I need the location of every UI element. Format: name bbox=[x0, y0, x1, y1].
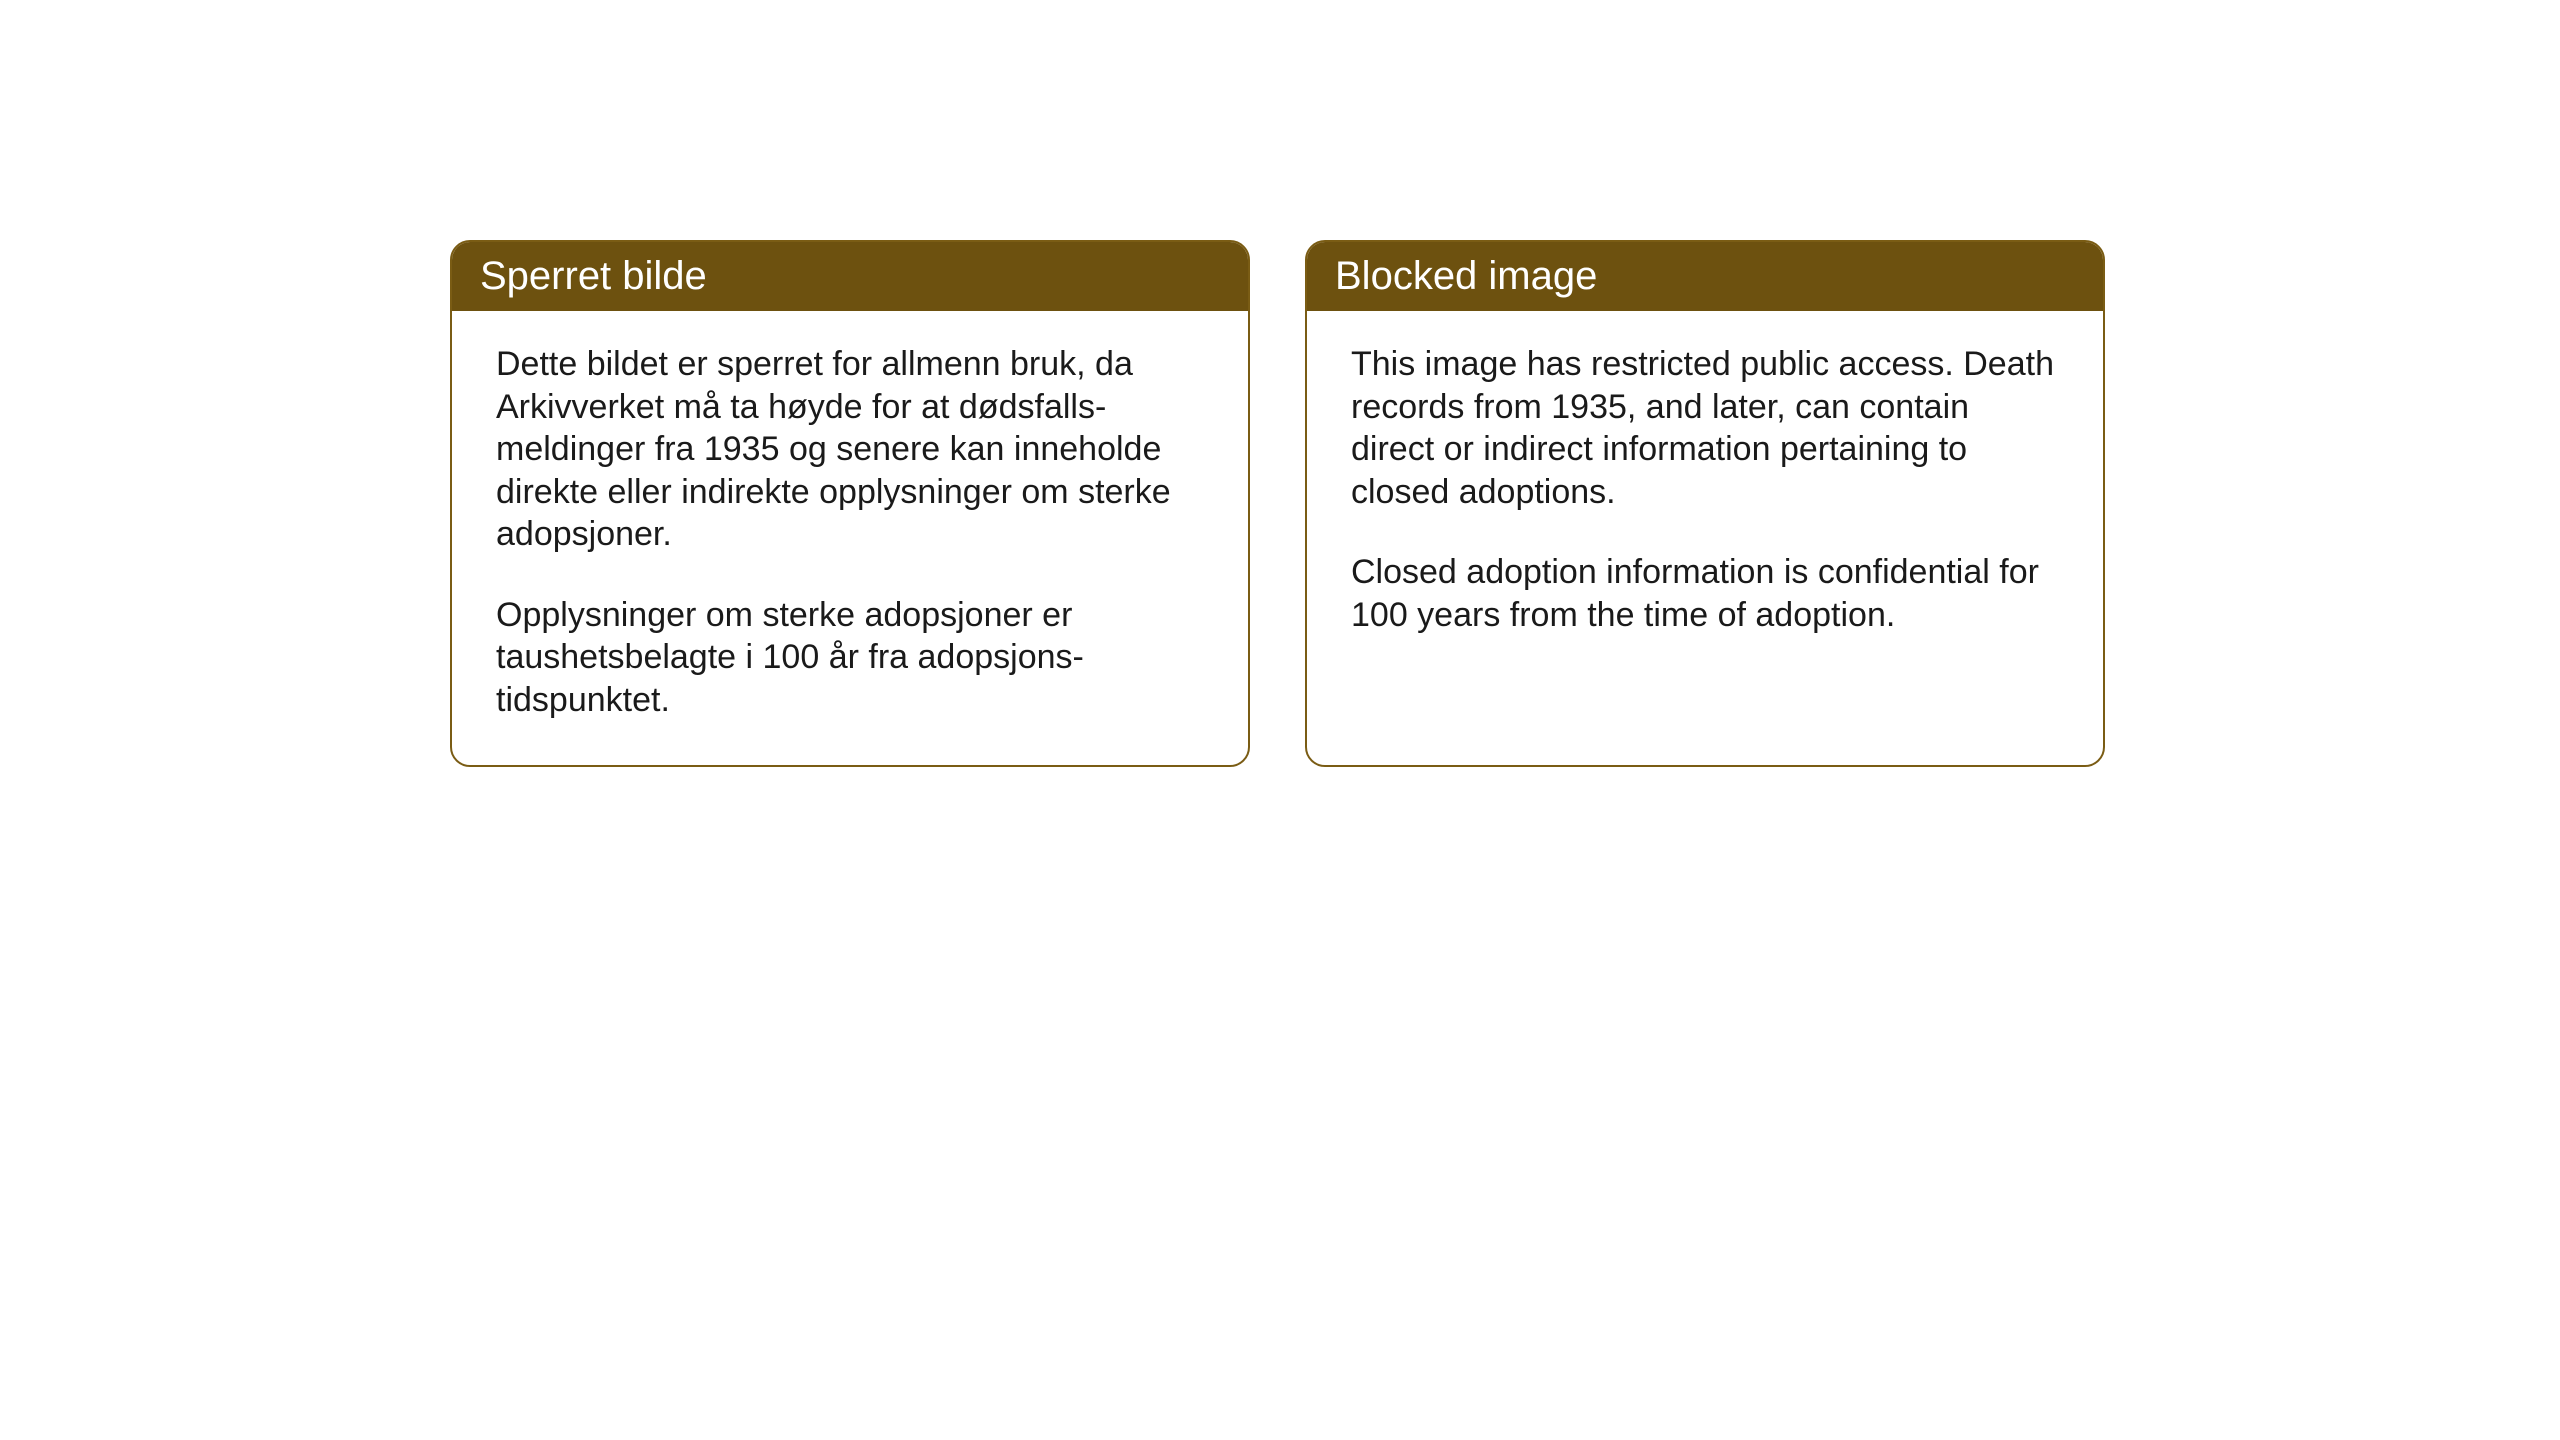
card-header: Sperret bilde bbox=[452, 242, 1248, 311]
card-paragraph: Dette bildet er sperret for allmenn bruk… bbox=[496, 343, 1204, 556]
notice-card-english: Blocked image This image has restricted … bbox=[1305, 240, 2105, 767]
card-paragraph: This image has restricted public access.… bbox=[1351, 343, 2059, 513]
card-title: Sperret bilde bbox=[480, 254, 707, 298]
card-body: This image has restricted public access.… bbox=[1307, 311, 2103, 731]
card-title: Blocked image bbox=[1335, 254, 1597, 298]
card-paragraph: Closed adoption information is confident… bbox=[1351, 551, 2059, 636]
card-header: Blocked image bbox=[1307, 242, 2103, 311]
notice-card-norwegian: Sperret bilde Dette bildet er sperret fo… bbox=[450, 240, 1250, 767]
notice-cards-container: Sperret bilde Dette bildet er sperret fo… bbox=[450, 240, 2560, 767]
card-body: Dette bildet er sperret for allmenn bruk… bbox=[452, 311, 1248, 765]
card-paragraph: Opplysninger om sterke adopsjoner er tau… bbox=[496, 594, 1204, 722]
